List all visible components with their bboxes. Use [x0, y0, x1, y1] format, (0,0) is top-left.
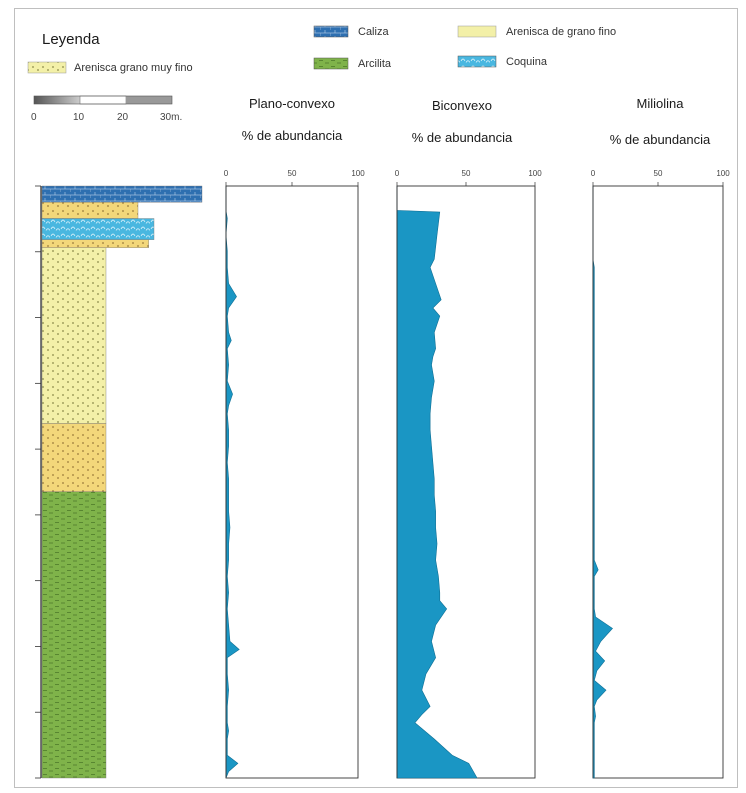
- legend-title: Leyenda: [42, 31, 100, 48]
- scale-tick: 20: [117, 112, 129, 123]
- x-tick-label: 100: [716, 169, 730, 178]
- panel-title-biconvexo: Biconvexo: [432, 98, 492, 113]
- panel-box: [225, 185, 359, 779]
- panel-2: 0 50 100: [395, 169, 542, 779]
- column-layer: [41, 239, 149, 249]
- panel-box: [592, 185, 724, 779]
- abundance-area: [592, 186, 613, 779]
- scale-tick: 10: [73, 112, 85, 123]
- x-tick-label: 50: [654, 169, 663, 178]
- scale-bar: 0 10 20 30m.: [31, 95, 182, 123]
- scale-tick: 0: [31, 112, 37, 123]
- column-layer: [41, 423, 107, 492]
- abundance-area: [396, 186, 478, 779]
- panel-xlabel-plano-convexo: % de abundancia: [242, 128, 343, 143]
- legend-item-arenisca-muy-fino: Arenisca grano muy fino: [27, 61, 193, 74]
- stratigraphic-column: [35, 185, 203, 779]
- x-tick-label: 100: [351, 169, 365, 178]
- legend-label: Arcilita: [358, 58, 392, 70]
- column-layer: [41, 202, 139, 219]
- x-tick-label: 0: [224, 169, 229, 178]
- legend-item-arenisca-fino: Arenisca de grano fino: [457, 25, 616, 38]
- panel-3: 0 50 100: [591, 169, 730, 779]
- x-tick-label: 50: [462, 169, 471, 178]
- x-tick-label: 0: [395, 169, 400, 178]
- panel-1: 0 50 100: [224, 169, 365, 779]
- abundance-panels: 0 50 100 0 50 100 0 50 100: [224, 169, 730, 779]
- panel-xlabel-miliolina: % de abundancia: [610, 132, 711, 147]
- legend-label: Coquina: [506, 56, 548, 68]
- scale-tick: 30m.: [160, 112, 182, 123]
- legend-item-caliza: Caliza: [313, 25, 389, 38]
- legend-label: Caliza: [358, 26, 389, 38]
- column-layer: [41, 185, 203, 203]
- legend-item-coquina: Coquina: [457, 55, 548, 68]
- column-layer: [41, 218, 155, 240]
- legend-item-arcilita: Arcilita: [313, 57, 392, 70]
- panel-title-plano-convexo: Plano-convexo: [249, 96, 335, 111]
- panel-title-miliolina: Miliolina: [637, 96, 685, 111]
- column-layer: [41, 491, 107, 779]
- x-tick-label: 50: [288, 169, 297, 178]
- panel-xlabel-biconvexo: % de abundancia: [412, 130, 513, 145]
- x-tick-label: 100: [528, 169, 542, 178]
- legend-label: Arenisca grano muy fino: [74, 62, 193, 74]
- legend-label: Arenisca de grano fino: [506, 26, 616, 38]
- abundance-area: [225, 186, 240, 779]
- x-tick-label: 0: [591, 169, 596, 178]
- column-layer: [41, 247, 107, 424]
